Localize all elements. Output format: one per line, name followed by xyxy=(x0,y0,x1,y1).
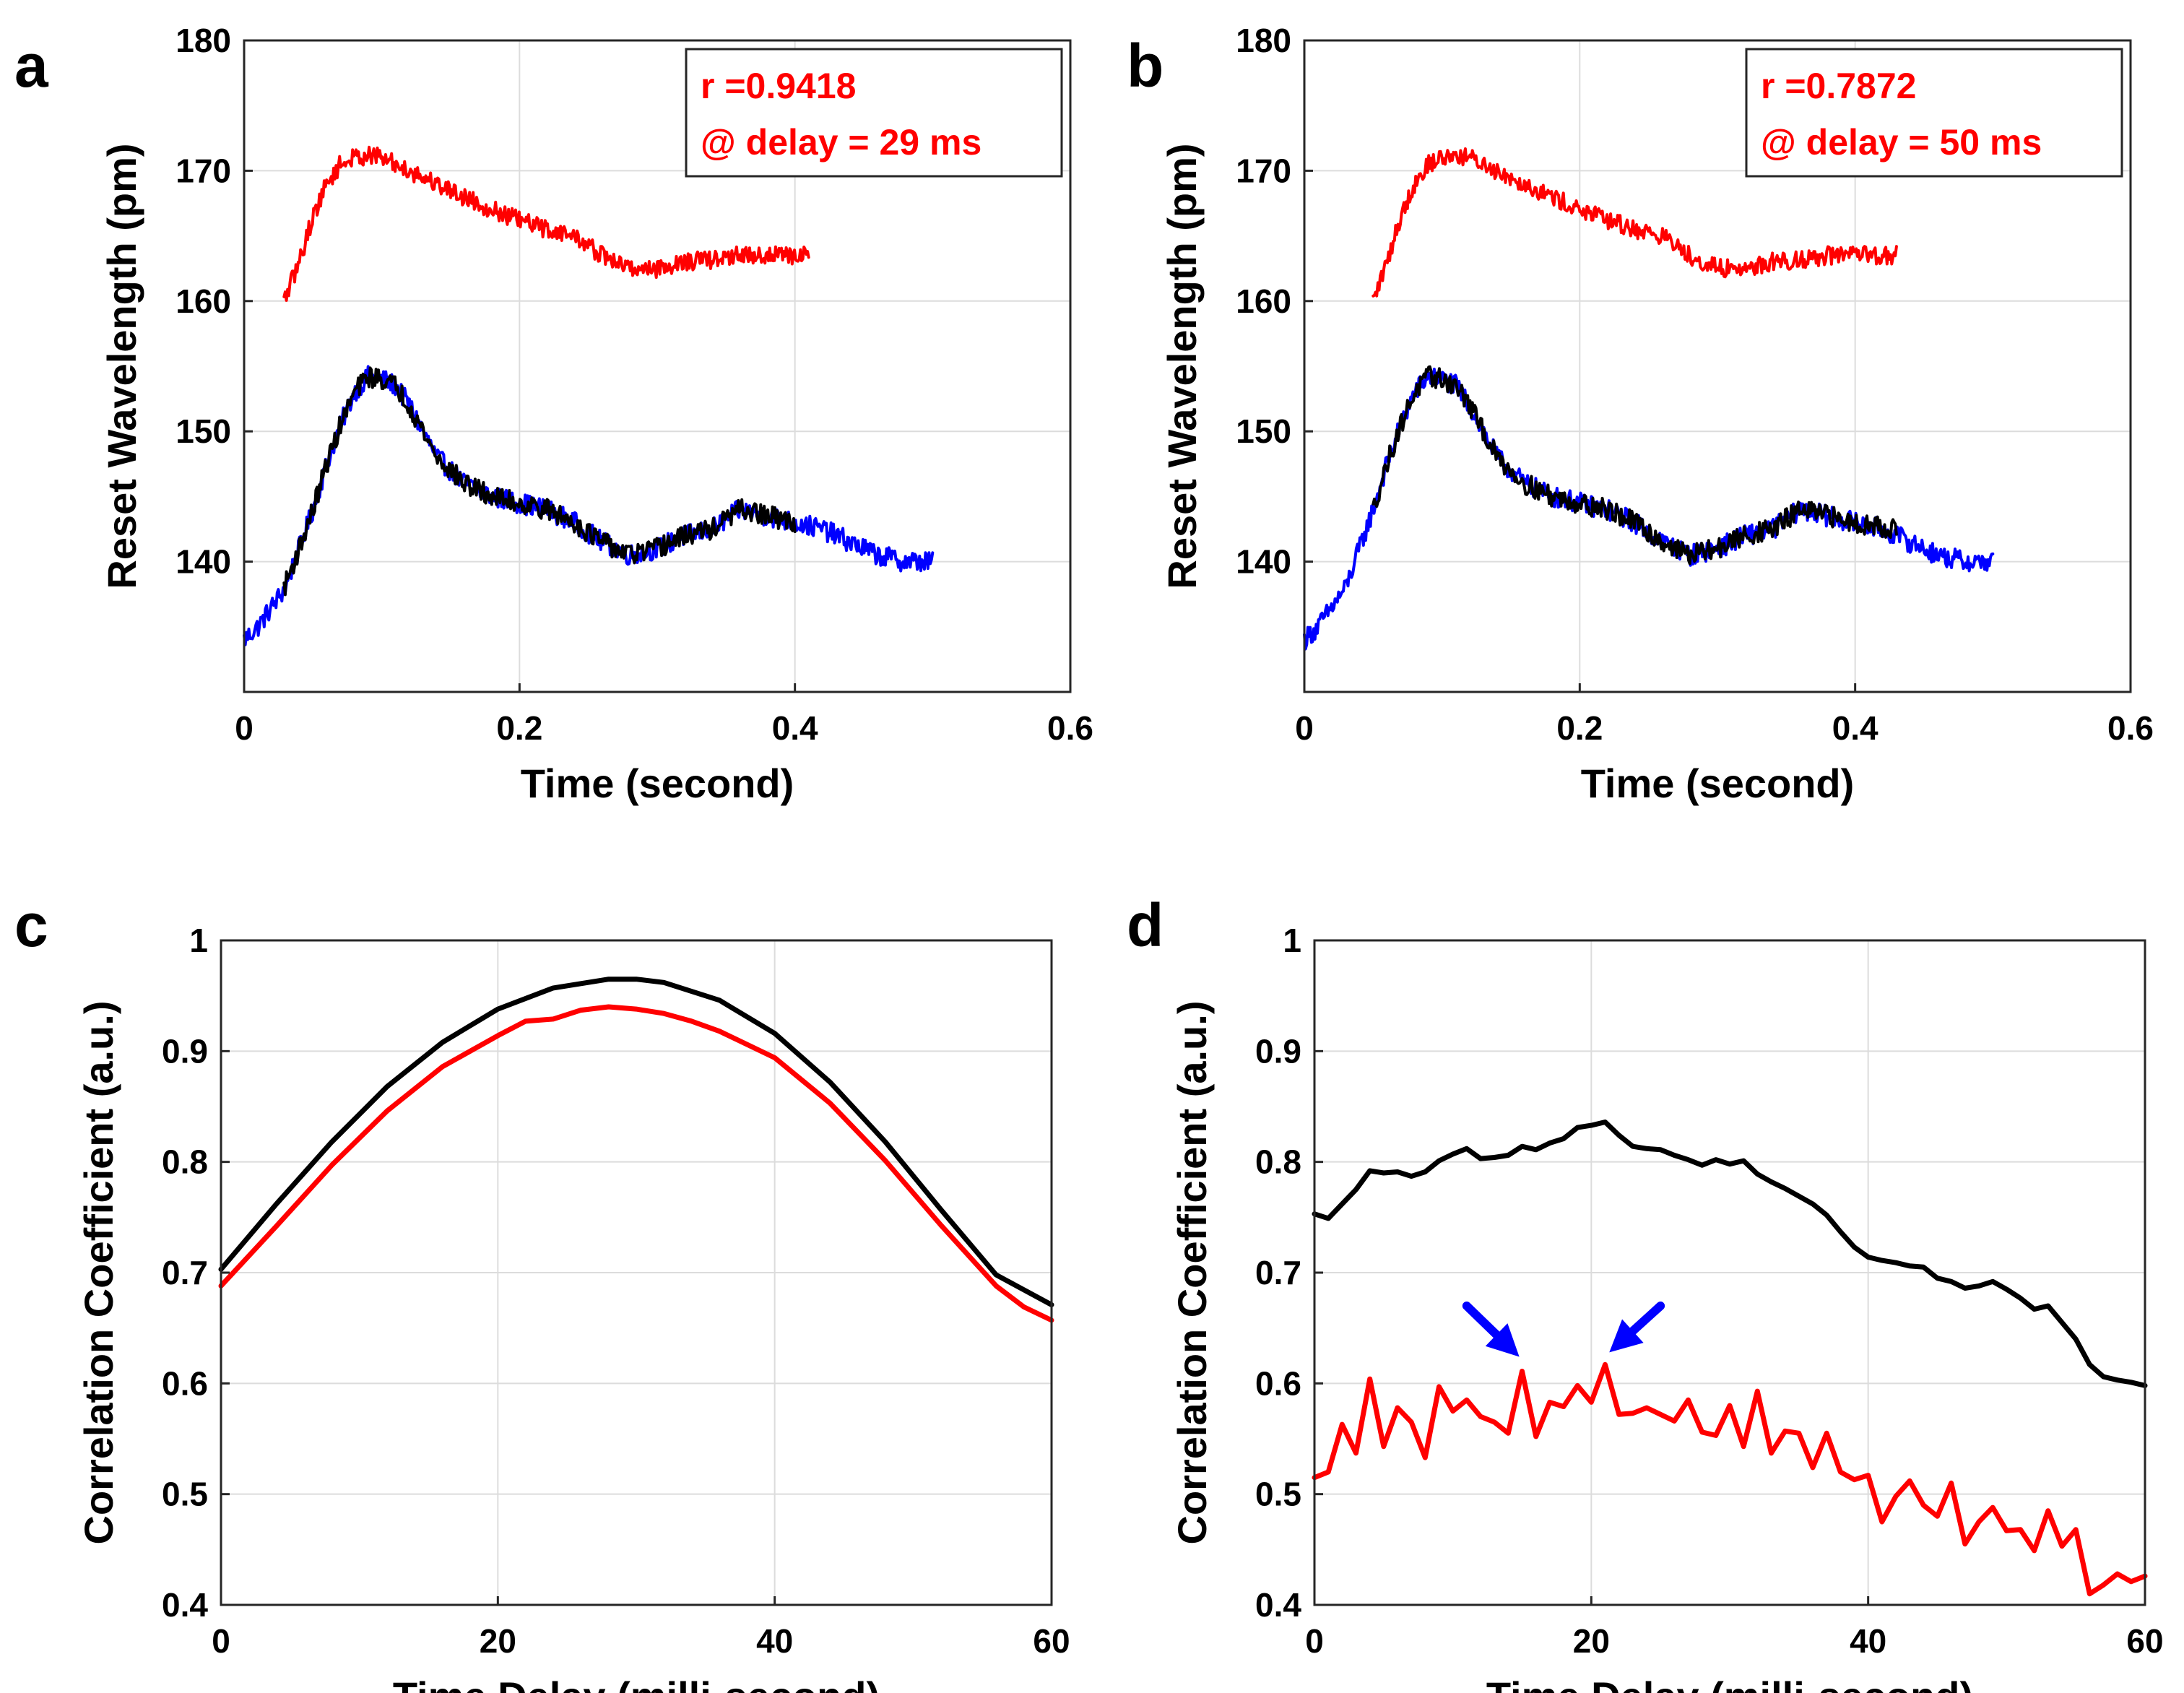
axes-box xyxy=(1303,39,2132,693)
arrow-shaft xyxy=(1628,1302,1665,1335)
annotation-r-value: r =0.7872 xyxy=(1761,66,1916,106)
y-tick-label: 150 xyxy=(1236,412,1291,450)
y-tick-label: 0.8 xyxy=(1255,1143,1301,1181)
x-axis-label: Time (second) xyxy=(1581,761,1855,806)
x-tick-label: 0 xyxy=(212,1622,230,1660)
x-tick-label: 20 xyxy=(1573,1622,1610,1660)
y-tick-label: 0.6 xyxy=(162,1364,208,1402)
panel-letter: b xyxy=(1127,32,1164,100)
series-line-black xyxy=(1372,365,1898,566)
y-tick-label: 0.7 xyxy=(162,1254,208,1291)
x-tick-label: 0 xyxy=(1295,709,1314,747)
y-tick-label: 160 xyxy=(1236,282,1291,320)
x-tick-label: 40 xyxy=(756,1622,793,1660)
panel-letter: d xyxy=(1127,891,1164,959)
panel-letter: a xyxy=(14,32,49,100)
y-axis-label: Correlation Coefficient (a.u.) xyxy=(1169,1001,1215,1545)
x-tick-label: 0.2 xyxy=(1556,709,1603,747)
y-axis-label: Reset Wavelength (pm) xyxy=(99,143,144,589)
x-tick-label: 0.6 xyxy=(1047,709,1093,747)
annotation-delay: @ delay = 29 ms xyxy=(701,122,982,163)
y-tick-label: 0.4 xyxy=(1255,1586,1301,1624)
x-tick-label: 20 xyxy=(480,1622,516,1660)
y-tick-label: 140 xyxy=(176,543,231,581)
x-axis-label: Time Delay (milli-second) xyxy=(393,1673,880,1693)
chart-d: 0 20 40 60 0.4 0.5 0.6 0.7 0.8 0.9 1 Time Delay (mi… xyxy=(1127,891,2164,1693)
series-line-red xyxy=(1312,1361,2148,1597)
arrow-head xyxy=(1485,1323,1520,1357)
x-tick-label: 60 xyxy=(2126,1622,2163,1660)
y-tick-label: 170 xyxy=(1236,152,1291,189)
y-tick-label: 180 xyxy=(176,22,231,59)
x-axis-label: Time Delay (milli-second) xyxy=(1486,1673,1973,1693)
series-line-red xyxy=(218,1004,1054,1323)
y-tick-label: 1 xyxy=(1283,922,1301,959)
y-tick-label: 160 xyxy=(176,282,231,320)
y-tick-label: 140 xyxy=(1236,543,1291,581)
y-tick-label: 0.4 xyxy=(162,1586,208,1624)
y-tick-label: 170 xyxy=(176,152,231,189)
series-line-black xyxy=(282,366,797,597)
y-tick-label: 0.5 xyxy=(1255,1476,1301,1513)
annotation-delay: @ delay = 50 ms xyxy=(1761,122,2042,163)
y-axis-label: Correlation Coefficient (a.u.) xyxy=(76,1001,121,1545)
y-tick-label: 0.9 xyxy=(1255,1032,1301,1070)
y-tick-label: 180 xyxy=(1236,22,1291,59)
series-line-red xyxy=(282,145,810,302)
x-axis-label: Time (second) xyxy=(521,761,794,806)
series-line-red xyxy=(1372,147,1898,298)
series-line-black xyxy=(218,977,1054,1307)
annotation-box xyxy=(685,48,1063,178)
y-tick-label: 0.7 xyxy=(1255,1254,1301,1291)
y-tick-label: 0.6 xyxy=(1255,1364,1301,1402)
x-tick-label: 40 xyxy=(1850,1622,1886,1660)
arrow-head xyxy=(1609,1319,1644,1353)
y-tick-label: 1 xyxy=(189,922,208,959)
series-line-black xyxy=(1312,1120,2148,1388)
x-tick-label: 0 xyxy=(1305,1622,1324,1660)
y-tick-label: 0.9 xyxy=(162,1032,208,1070)
y-tick-label: 150 xyxy=(176,412,231,450)
annotation-box xyxy=(1745,48,2123,178)
arrow-2 xyxy=(1609,1302,1665,1353)
arrow-1 xyxy=(1462,1302,1520,1357)
y-tick-label: 0.5 xyxy=(162,1476,208,1513)
chart-b: 0 0.2 0.4 0.6 140 150 160 170 180 Time (second) Re… xyxy=(1127,22,2154,806)
axes-box xyxy=(243,39,1072,693)
panel-letter: c xyxy=(14,891,48,959)
y-axis-label: Reset Wavelength (pm) xyxy=(1159,143,1205,589)
x-tick-label: 0.2 xyxy=(496,709,542,747)
x-tick-label: 60 xyxy=(1033,1622,1070,1660)
chart-a: 0 0.2 0.4 0.6 140 150 160 170 180 Time (second) Re… xyxy=(14,22,1093,806)
chart-c: 0 20 40 60 0.4 0.5 0.6 0.7 0.8 0.9 1 Time Delay (mi… xyxy=(14,891,1070,1693)
y-tick-label: 0.8 xyxy=(162,1143,208,1181)
arrow-shaft xyxy=(1462,1302,1502,1339)
x-tick-label: 0 xyxy=(235,709,254,747)
annotation-r-value: r =0.9418 xyxy=(701,66,856,106)
x-tick-label: 0.4 xyxy=(1832,709,1878,747)
x-tick-label: 0.6 xyxy=(2107,709,2154,747)
x-tick-label: 0.4 xyxy=(772,709,818,747)
